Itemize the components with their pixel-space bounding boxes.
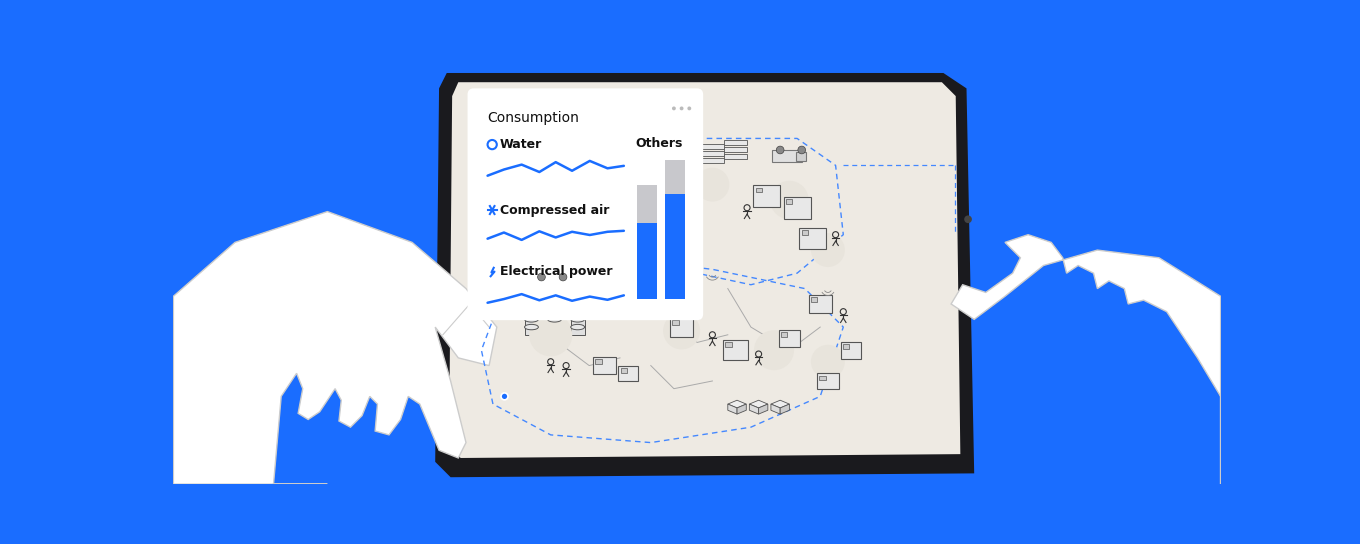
Bar — [779, 330, 800, 347]
Circle shape — [537, 273, 545, 281]
Circle shape — [687, 107, 691, 110]
Ellipse shape — [548, 317, 562, 322]
Bar — [525, 327, 539, 335]
Bar — [593, 357, 616, 374]
Bar — [796, 152, 806, 161]
Circle shape — [753, 330, 794, 370]
Bar — [783, 197, 811, 219]
Bar — [700, 158, 724, 163]
Bar — [636, 184, 657, 299]
Text: Electrical power: Electrical power — [500, 265, 612, 278]
Bar — [619, 366, 638, 381]
Text: Consumption: Consumption — [487, 112, 579, 126]
Circle shape — [672, 107, 676, 110]
Circle shape — [811, 345, 845, 379]
Circle shape — [811, 233, 845, 267]
Bar — [800, 228, 827, 249]
Bar — [820, 375, 826, 380]
Polygon shape — [759, 404, 768, 414]
Circle shape — [770, 181, 809, 219]
Bar — [725, 343, 732, 347]
Bar — [700, 151, 724, 156]
Bar — [548, 312, 562, 319]
Bar — [548, 319, 562, 327]
Bar — [533, 277, 563, 289]
Bar — [525, 319, 539, 327]
Bar — [724, 140, 747, 145]
Polygon shape — [749, 404, 759, 414]
Bar — [620, 368, 627, 373]
Bar — [843, 344, 850, 349]
Bar — [636, 223, 657, 299]
Polygon shape — [737, 404, 747, 414]
Polygon shape — [781, 404, 789, 414]
Bar — [672, 320, 679, 325]
Ellipse shape — [525, 317, 539, 322]
Ellipse shape — [525, 324, 539, 330]
Bar — [802, 230, 808, 234]
Bar — [753, 186, 781, 207]
Polygon shape — [728, 400, 747, 408]
Bar — [556, 279, 567, 288]
Bar — [665, 160, 684, 299]
Polygon shape — [173, 212, 496, 484]
Bar — [670, 318, 694, 337]
Circle shape — [680, 107, 684, 110]
Circle shape — [500, 393, 509, 400]
Bar — [817, 373, 839, 388]
Polygon shape — [771, 404, 781, 414]
Bar — [809, 295, 832, 313]
Circle shape — [964, 215, 972, 223]
Text: Others: Others — [635, 137, 683, 150]
FancyBboxPatch shape — [468, 88, 703, 320]
Bar — [756, 188, 762, 193]
Text: Compressed air: Compressed air — [500, 203, 609, 217]
Ellipse shape — [548, 301, 562, 307]
Bar — [665, 194, 684, 299]
Bar — [772, 150, 802, 162]
Circle shape — [559, 273, 567, 281]
Polygon shape — [749, 400, 768, 408]
Bar — [724, 154, 747, 159]
Circle shape — [798, 146, 805, 154]
Ellipse shape — [548, 309, 562, 314]
Bar — [781, 332, 787, 337]
Bar — [571, 327, 585, 335]
Circle shape — [777, 146, 783, 154]
Ellipse shape — [571, 324, 585, 330]
Bar — [596, 360, 601, 364]
Ellipse shape — [571, 317, 585, 322]
Polygon shape — [728, 404, 737, 414]
Bar — [840, 342, 861, 358]
Bar — [724, 147, 747, 152]
Circle shape — [664, 312, 700, 349]
Polygon shape — [771, 400, 789, 408]
Polygon shape — [435, 73, 974, 477]
Ellipse shape — [571, 309, 585, 314]
Polygon shape — [449, 82, 960, 458]
Circle shape — [695, 168, 729, 202]
Bar — [700, 144, 724, 149]
Text: Water: Water — [500, 138, 543, 151]
Circle shape — [529, 313, 573, 356]
Bar — [786, 199, 793, 204]
Bar — [724, 340, 748, 360]
Ellipse shape — [525, 309, 539, 314]
Polygon shape — [951, 234, 1221, 484]
Bar — [811, 297, 817, 302]
Bar — [571, 319, 585, 327]
